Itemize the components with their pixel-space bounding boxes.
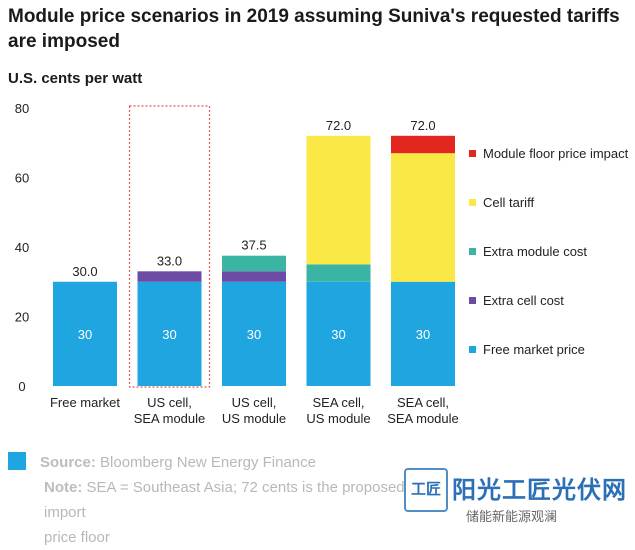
note-label: Note: (44, 479, 83, 496)
bar-segment-free-market-price (391, 281, 455, 386)
watermark-logo-text: 工匠 (410, 481, 441, 498)
chart-title: Module price scenarios in 2019 assuming … (8, 6, 620, 52)
x-tick-label: US cell, (232, 395, 277, 410)
bar-segment-cell-tariff (391, 153, 455, 282)
bar-segment-extra-module-cost (306, 264, 371, 282)
y-tick-label: 80 (15, 101, 29, 116)
source-label: Source: (40, 454, 96, 471)
chart-footer: Source: Bloomberg New Energy Finance Not… (8, 450, 478, 550)
watermark-sub-text: 储能新能源观澜 (466, 509, 558, 524)
bar-total-label: 72.0 (410, 118, 435, 133)
y-axis-label: U.S. cents per watt (8, 70, 143, 87)
bar-segment-extra-module-cost (222, 255, 286, 272)
source-line: Source: Bloomberg New Energy Finance (8, 450, 478, 475)
bar-segment-free-market-price (137, 281, 202, 386)
bar-base-label: 30 (416, 327, 430, 342)
y-tick-label: 40 (15, 240, 29, 255)
bar-total-label: 37.5 (241, 238, 266, 253)
legend-label: Extra module cost (483, 244, 587, 259)
source-text: Bloomberg New Energy Finance (100, 454, 316, 471)
legend-label: Cell tariff (483, 195, 534, 210)
bar-total-label: 30.0 (72, 264, 97, 279)
bar-segment-extra-cell-cost (137, 271, 202, 282)
legend-label: Extra cell cost (483, 293, 564, 308)
bar-segment-free-market-price (53, 281, 117, 386)
legend-label: Module floor price impact (483, 146, 629, 161)
legend-swatch (469, 150, 476, 157)
y-tick-label: 0 (18, 379, 25, 394)
note-text: SEA = Southeast Asia; 72 cents is the pr… (44, 479, 443, 521)
legend-swatch (469, 346, 476, 353)
y-tick-label: 20 (15, 310, 29, 325)
x-tick-label: SEA cell, (312, 395, 364, 410)
bar-base-label: 30 (78, 327, 92, 342)
bar-segment-extra-cell-cost (222, 271, 286, 282)
legend-label: Free market price (483, 342, 585, 357)
x-tick-label: SEA module (387, 411, 459, 426)
legend-swatch (469, 248, 476, 255)
x-tick-label: US module (222, 411, 286, 426)
legend-swatch (469, 199, 476, 206)
bar-segment-module-floor-price-impact (391, 135, 455, 154)
x-tick-label: US module (306, 411, 370, 426)
brand-square-icon (8, 452, 26, 470)
bar-total-label: 33.0 (157, 253, 182, 268)
bar-base-label: 30 (162, 327, 176, 342)
legend-swatch (469, 297, 476, 304)
bar-base-label: 30 (331, 327, 345, 342)
watermark: 工匠 阳光工匠光伏网 储能新能源观澜 (400, 462, 632, 540)
bar-segment-free-market-price (222, 281, 286, 386)
highlight-box (128, 105, 211, 388)
stacked-bar-chart: 0 20 40 60 80 30 30.0 Free market 30 33.0 US cell,… (15, 101, 629, 426)
y-tick-label: 60 (15, 171, 29, 186)
note-line-2: price floor (44, 529, 110, 546)
watermark-main-text: 阳光工匠光伏网 (452, 477, 627, 504)
x-tick-label: SEA cell, (397, 395, 449, 410)
x-tick-label: US cell, (147, 395, 192, 410)
x-tick-label: SEA module (134, 411, 206, 426)
bar-base-label: 30 (247, 327, 261, 342)
bar-segment-cell-tariff (306, 135, 371, 265)
bar-segment-free-market-price (306, 281, 371, 386)
watermark-logo: 工匠 (404, 468, 448, 512)
bar-total-label: 72.0 (326, 118, 351, 133)
note-line: Note: SEA = Southeast Asia; 72 cents is … (8, 475, 478, 525)
x-tick-label: Free market (50, 395, 120, 410)
